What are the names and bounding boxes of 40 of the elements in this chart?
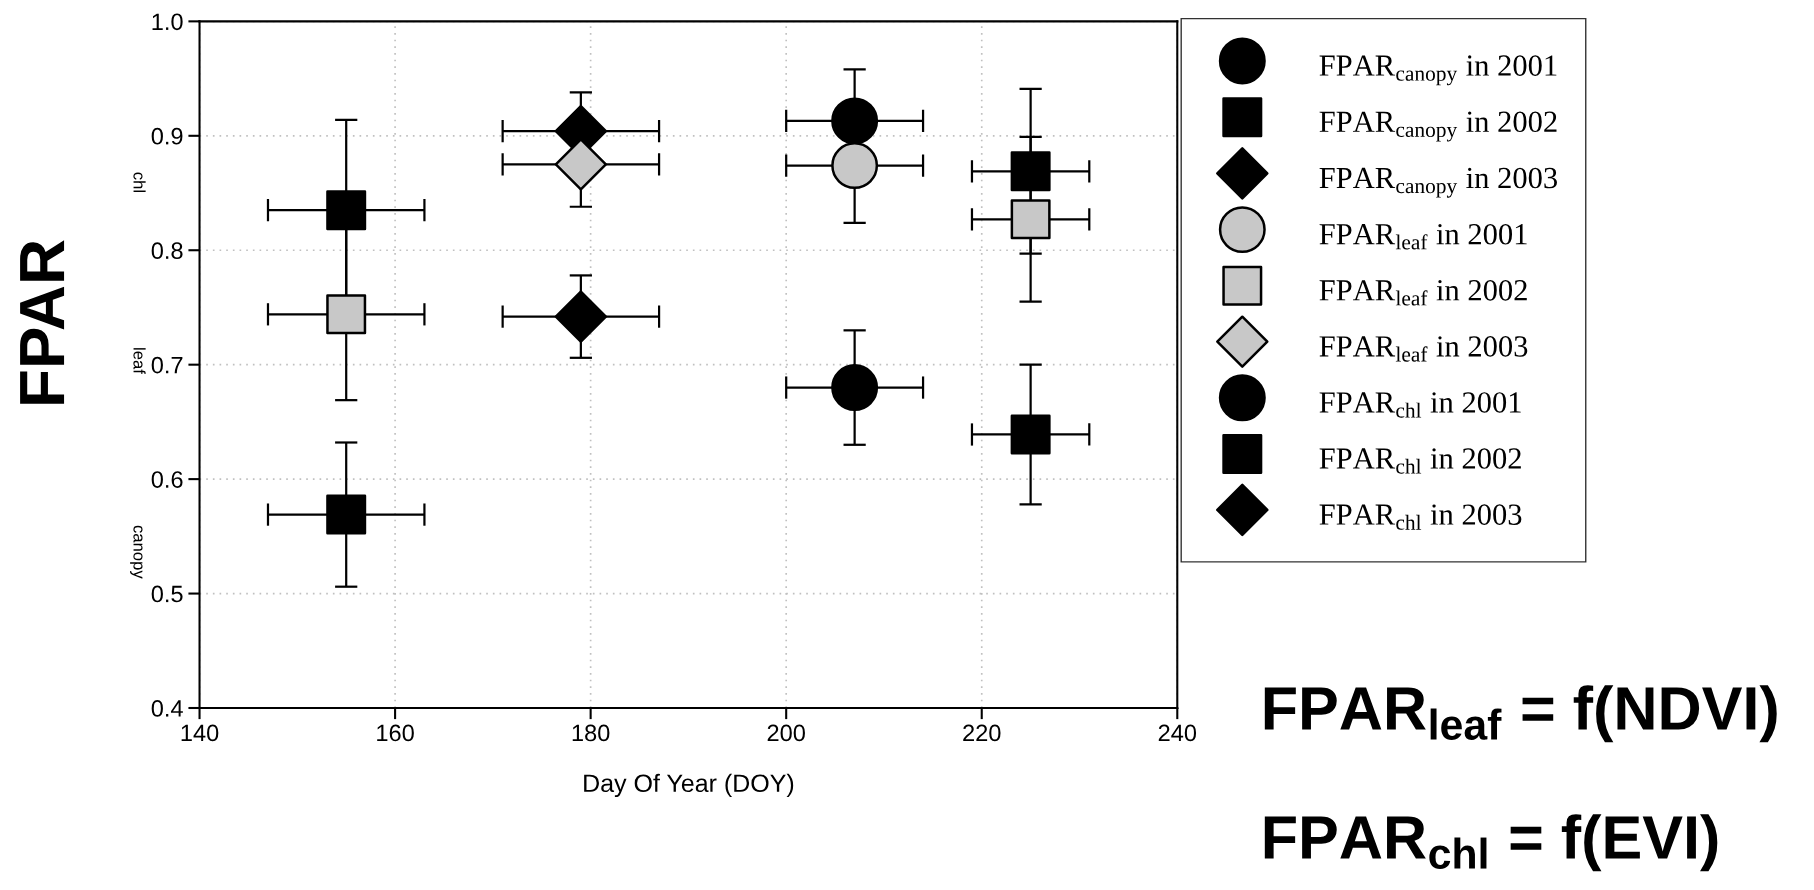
- legend-label: FPAR$_{canopy}$ in 2001: [1319, 55, 1557, 86]
- x-tick-label: 160: [377, 724, 414, 742]
- legend-label: FPAR$_{chl}$ in 2002: [1319, 448, 1521, 474]
- y-tick-label: 0.9: [151, 127, 183, 145]
- text: leaf: [133, 348, 146, 374]
- point: [554, 290, 608, 343]
- point: [831, 97, 879, 145]
- text: canopy: [130, 525, 143, 579]
- x-tick-label: 240: [1158, 724, 1197, 742]
- y-tick-label: 1.0: [152, 13, 183, 31]
- text: chl: [133, 172, 146, 192]
- y-tick-label: 0.6: [151, 471, 183, 488]
- x-axis-title: Day Of Year (DOY): [584, 773, 794, 798]
- point: [831, 142, 879, 190]
- legend-label: FPAR$_{canopy}$ in 2002: [1319, 111, 1557, 142]
- x-tick-label: 200: [767, 724, 805, 742]
- x-tick-label: 180: [572, 724, 610, 742]
- legend-label: FPAR$_{leaf}$ in 2001: [1319, 223, 1527, 250]
- point: [1010, 199, 1051, 240]
- point: [326, 494, 367, 535]
- point: [831, 364, 879, 412]
- y-axis-title: FPAR: [20, 240, 65, 404]
- y-tick-label: 0.8: [151, 242, 183, 260]
- y-tick-label: 0.5: [151, 585, 183, 603]
- point: [1010, 151, 1051, 192]
- text: FPAR$_{leaf}$ = f(NDVI): [1264, 685, 1777, 743]
- legend-label: FPAR$_{leaf}$ in 2003: [1319, 336, 1528, 362]
- x-tick-label: 140: [181, 724, 219, 742]
- text: FPAR$_{chl}$ = f(EVI): [1264, 814, 1718, 872]
- legend-label: FPAR$_{chl}$ in 2003: [1319, 504, 1522, 530]
- legend-label: FPAR$_{leaf}$ in 2002: [1319, 280, 1527, 306]
- point: [326, 190, 367, 231]
- x-tick-label: 220: [963, 724, 1001, 742]
- legend-label: FPAR$_{chl}$ in 2001: [1319, 392, 1521, 418]
- point: [554, 138, 608, 191]
- point: [1010, 414, 1051, 455]
- y-tick-label: 0.7: [151, 356, 183, 374]
- y-tick-label: 0.4: [151, 700, 183, 717]
- legend-label: FPAR$_{canopy}$ in 2003: [1319, 167, 1557, 198]
- point: [326, 294, 367, 335]
